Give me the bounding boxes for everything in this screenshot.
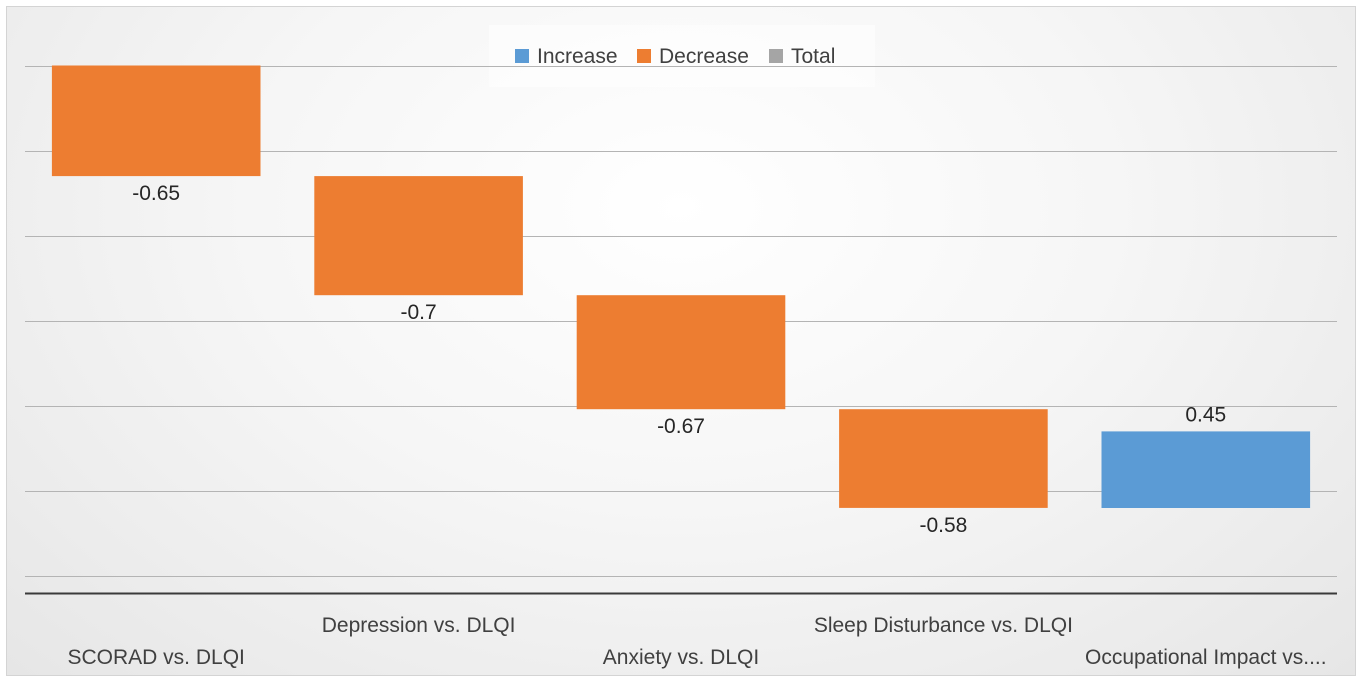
increase-bar — [1101, 431, 1311, 508]
legend-label-decrease: Decrease — [659, 45, 749, 68]
legend: Increase Decrease Total — [515, 45, 835, 68]
category-label: Occupational Impact vs.... — [1085, 646, 1327, 669]
legend-swatch-increase — [515, 49, 529, 63]
data-labels: -0.65 -0.7 -0.67 -0.58 0.45 — [132, 182, 1226, 537]
decrease-bar — [51, 65, 261, 177]
data-label: 0.45 — [1185, 403, 1226, 426]
category-label: Sleep Disturbance vs. DLQI — [814, 614, 1073, 637]
category-label: SCORAD vs. DLQI — [68, 646, 245, 669]
legend-swatch-decrease — [637, 49, 651, 63]
decrease-bar — [576, 295, 786, 410]
decrease-bar — [839, 409, 1048, 508]
legend-label-total: Total — [791, 45, 835, 68]
decrease-bar — [314, 176, 523, 296]
category-label: Anxiety vs. DLQI — [603, 646, 759, 669]
legend-swatch-total — [769, 49, 783, 63]
data-label: -0.58 — [919, 514, 967, 537]
waterfall-chart: Increase Decrease Total -0.65 -0.7 -0.67 -0.5… — [25, 25, 1337, 669]
category-labels: SCORAD vs. DLQI Depression vs. DLQI Anxiet… — [68, 614, 1327, 669]
chart-frame: Increase Decrease Total -0.65 -0.7 -0.67 -0.5… — [6, 6, 1356, 676]
data-label: -0.7 — [401, 301, 437, 324]
category-label: Depression vs. DLQI — [322, 614, 516, 637]
bars — [51, 65, 1311, 508]
legend-box — [489, 25, 875, 87]
data-label: -0.65 — [132, 182, 180, 205]
data-label: -0.67 — [657, 415, 705, 438]
legend-label-increase: Increase — [537, 45, 618, 68]
